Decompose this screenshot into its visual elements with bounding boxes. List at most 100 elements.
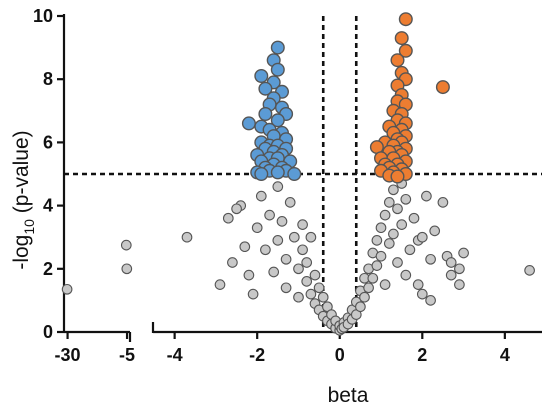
data-point-ns <box>412 279 424 290</box>
data-point-ns <box>437 197 449 208</box>
y-tick-label: 4 <box>43 196 53 216</box>
data-point-ns <box>297 244 308 256</box>
data-point-ns <box>288 231 300 243</box>
data-point-ns <box>375 250 387 262</box>
data-point-ns <box>284 197 296 208</box>
data-point-ns <box>367 272 379 284</box>
data-point-ns <box>268 266 280 278</box>
data-point-ns <box>379 209 391 221</box>
x-tick-label: 2 <box>417 345 427 365</box>
data-point-ns <box>445 257 457 268</box>
data-point-down <box>270 40 285 55</box>
data-point-ns <box>255 190 267 202</box>
data-point-ns <box>231 203 242 215</box>
data-point-ns <box>425 253 436 265</box>
data-point-ns <box>227 257 238 268</box>
data-point-ns <box>416 288 428 300</box>
data-point-ns <box>371 235 383 246</box>
data-point-ns <box>313 282 325 294</box>
data-point-ns <box>301 276 313 287</box>
data-point-down <box>254 68 269 83</box>
x-tick-label: -30 <box>55 345 81 365</box>
data-point-ns <box>429 225 441 237</box>
data-point-ns <box>280 253 292 265</box>
data-point-ns <box>247 288 259 300</box>
data-point-down <box>258 106 273 121</box>
data-point-down <box>258 81 273 96</box>
data-point-ns <box>260 244 271 256</box>
data-point-ns <box>359 291 370 303</box>
y-tick-label: 2 <box>43 259 53 279</box>
data-point-ns <box>61 283 73 295</box>
data-point-ns <box>305 288 317 300</box>
svg-text:-log10 (p-value): -log10 (p-value) <box>10 130 37 269</box>
data-point-ns <box>421 190 432 202</box>
data-point-ns <box>388 184 399 196</box>
data-point-up <box>398 43 413 58</box>
data-point-up <box>390 53 405 68</box>
y-axis: 0 2 4 6 8 10 <box>33 6 66 342</box>
data-point-ns <box>416 231 428 243</box>
data-point-ns <box>404 244 416 256</box>
data-point-ns <box>454 263 465 275</box>
data-point-ns <box>388 228 399 240</box>
y-axis-title: -log10 (p-value) <box>10 130 37 269</box>
data-point-ns <box>317 291 329 303</box>
data-point-ns <box>239 241 251 253</box>
data-point-ns <box>458 247 469 259</box>
data-point-up <box>390 169 405 184</box>
data-point-ns <box>121 263 133 275</box>
data-point-ns <box>272 235 284 246</box>
data-point-ns <box>396 219 408 230</box>
data-point-ns <box>297 219 308 230</box>
threshold-lines <box>64 16 542 332</box>
x-tick-label: -2 <box>249 345 265 365</box>
data-point-ns <box>425 295 436 306</box>
data-point-ns <box>375 222 387 234</box>
data-point-ns <box>379 279 391 290</box>
data-point-up <box>394 31 409 46</box>
x-axis-title: beta <box>328 384 369 407</box>
y-tick-label: 8 <box>43 69 53 89</box>
data-point-ns <box>276 216 288 227</box>
data-point-ns <box>408 212 420 224</box>
data-point-ns <box>280 282 292 294</box>
data-point-down <box>270 165 285 180</box>
data-point-ns <box>272 181 284 192</box>
data-point-down <box>254 166 269 181</box>
data-point-down <box>241 116 256 131</box>
data-point-ns <box>181 231 193 243</box>
data-point-down <box>270 62 285 77</box>
data-point-ns <box>251 222 263 234</box>
x-tick-label: -5 <box>119 345 135 365</box>
data-point-ns <box>400 193 412 205</box>
data-point-down <box>270 113 285 128</box>
data-point-ns <box>392 257 403 268</box>
x-tick-label: 0 <box>335 345 345 365</box>
data-point-ns <box>445 269 457 281</box>
data-point-down <box>287 166 302 181</box>
x-tick-label: 4 <box>500 345 510 365</box>
data-point-ns <box>454 279 465 290</box>
y-tick-label: 6 <box>43 132 53 152</box>
data-point-ns <box>293 263 304 275</box>
data-point-ns <box>301 257 313 268</box>
data-point-ns <box>383 238 395 249</box>
data-point-ns <box>264 209 275 221</box>
data-point-ns <box>400 269 412 281</box>
data-point-ns <box>355 301 366 313</box>
y-tick-label: 10 <box>33 6 53 26</box>
data-point-ns <box>120 239 132 251</box>
data-point-ns <box>392 203 403 215</box>
data-point-ns <box>363 282 374 294</box>
data-point-up <box>435 80 450 95</box>
data-point-ns <box>222 212 234 224</box>
data-point-ns <box>214 279 226 290</box>
data-point-ns <box>293 291 304 303</box>
data-points <box>61 12 535 336</box>
data-point-ns <box>383 197 395 208</box>
data-point-ns <box>371 260 383 271</box>
data-point-ns <box>309 269 321 281</box>
data-point-ns <box>305 231 317 243</box>
